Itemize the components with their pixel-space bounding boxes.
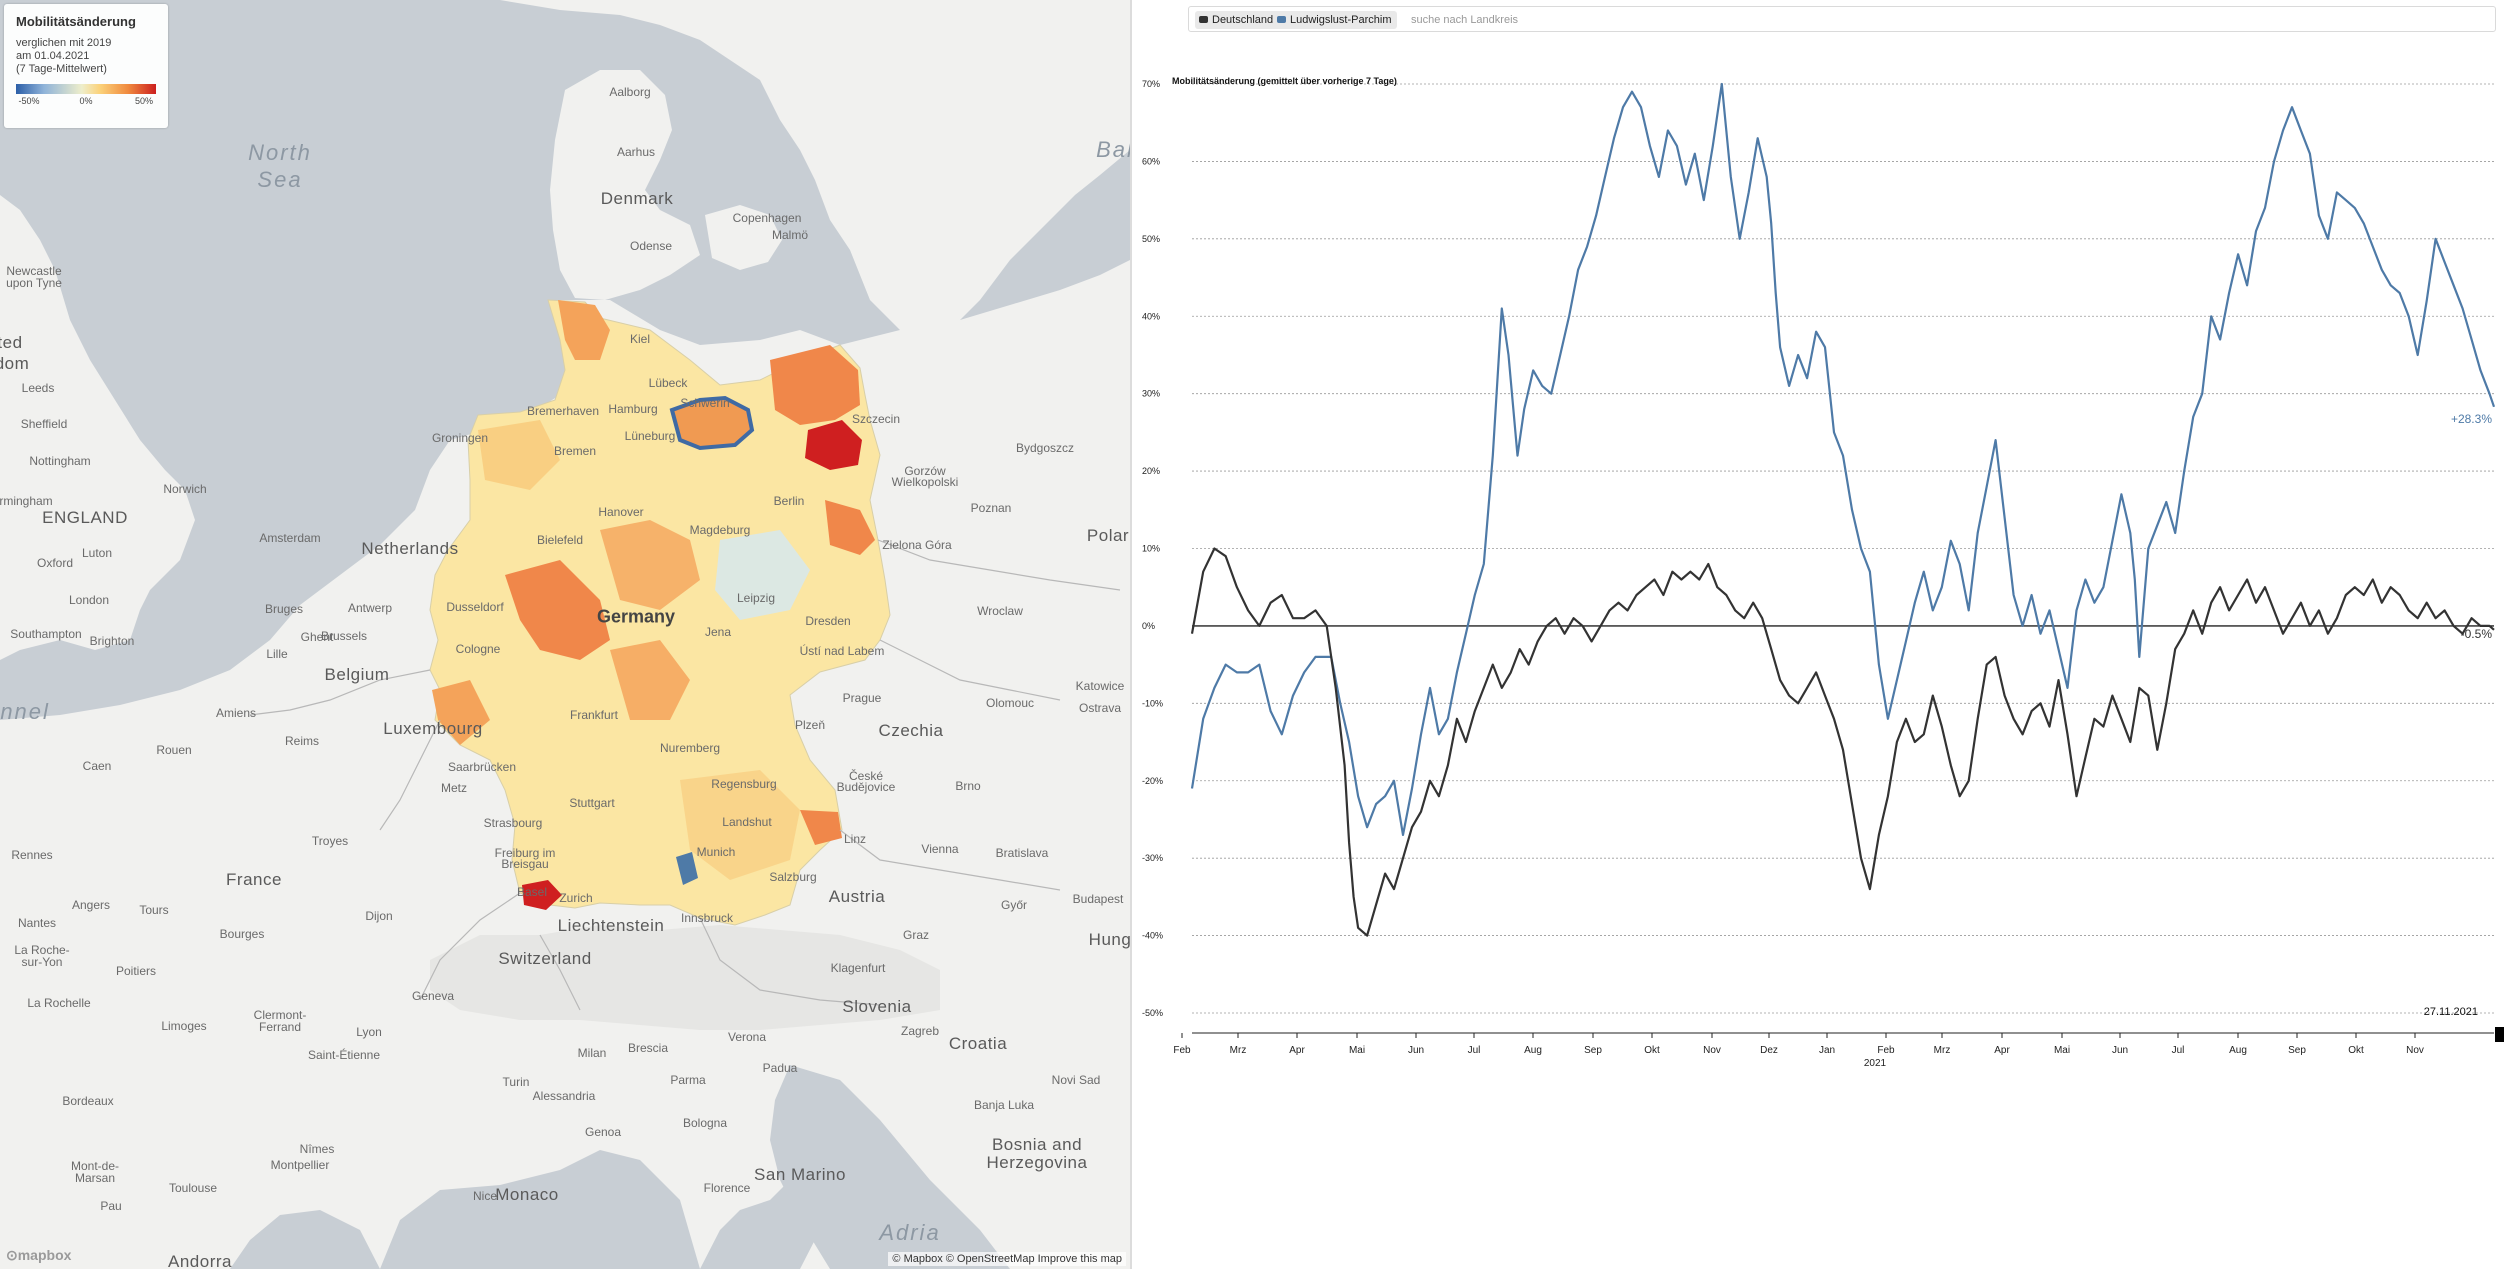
x-tick-label: Jun	[1408, 1045, 1424, 1056]
chip-label: Ludwigslust-Parchim	[1290, 14, 1392, 26]
region-center-south	[610, 640, 690, 720]
chart-series: +28.3% -0.5%	[1190, 82, 2496, 937]
landmass-denmark	[550, 70, 700, 300]
series-line-deutschland	[1190, 547, 2495, 937]
chip-deutschland[interactable]: Deutschland	[1195, 11, 1280, 29]
y-tick-label: -20%	[1142, 776, 1163, 786]
landkreis-search-input[interactable]	[1409, 10, 2013, 30]
chip-label: Deutschland	[1212, 14, 1274, 26]
y-tick-label: 40%	[1142, 311, 1160, 321]
region-blue-munich	[676, 852, 698, 885]
legend-color-scale	[16, 84, 156, 94]
x-tick-label: Apr	[1994, 1045, 2010, 1056]
x-year-label: 2021	[1864, 1058, 1887, 1069]
region-east-border	[800, 810, 842, 845]
x-tick-label: Nov	[2406, 1045, 2424, 1056]
chart-title: Mobilitätsänderung (gemittelt über vorhe…	[1172, 76, 1397, 86]
map-attribution[interactable]: © Mapbox © OpenStreetMap Improve this ma…	[888, 1252, 1126, 1266]
x-tick-label: Mrz	[1934, 1045, 1951, 1056]
x-tick-label: Aug	[2229, 1045, 2247, 1056]
x-tick-label: Mai	[2054, 1045, 2070, 1056]
germany-choropleth[interactable]	[429, 299, 891, 926]
region-west-orange	[505, 560, 610, 660]
legend-tick-max: 50%	[134, 96, 154, 106]
map-canvas[interactable]	[0, 0, 1130, 1269]
legend-ticks: -50% 0% 50%	[16, 94, 156, 108]
region-west-border	[432, 680, 490, 745]
legend-title: Mobilitätsänderung	[16, 14, 136, 29]
series-end-label-deutschland: -0.5%	[2461, 627, 2493, 641]
region-bavaria	[680, 770, 800, 880]
chart-panel: Deutschland Ludwigslust-Parchim 70% 60% 50…	[1130, 0, 2509, 1269]
region-light-east	[715, 530, 810, 620]
current-date-label: 27.11.2021	[2424, 1006, 2478, 1018]
y-tick-label: -10%	[1142, 698, 1163, 708]
landmass-scandinavia	[500, 0, 1130, 330]
x-tick-label: Jul	[2172, 1045, 2185, 1056]
region-red-east	[805, 420, 862, 470]
chip-color-icon	[1199, 15, 1208, 23]
x-tick-label: Apr	[1289, 1045, 1305, 1056]
region-red-southwest	[522, 880, 562, 910]
alps-relief	[430, 925, 940, 1030]
x-tick-label: Mrz	[1230, 1045, 1247, 1056]
chart-grid	[1192, 83, 2494, 1014]
date-slider-handle[interactable]	[2495, 1027, 2504, 1042]
x-tick-label: Okt	[1644, 1045, 1660, 1056]
chip-color-icon	[1277, 15, 1286, 23]
x-tick-label: Feb	[1173, 1045, 1191, 1056]
x-tick-label: Dez	[1760, 1045, 1778, 1056]
map-panel[interactable]: NorthSeaannelAdriaBalDenmarkNetherlandsB…	[0, 0, 1130, 1269]
legend-date: am 01.04.2021	[16, 50, 90, 62]
legend-average: (7 Tage-Mittelwert)	[16, 63, 107, 75]
x-tick-label: Sep	[2288, 1045, 2306, 1056]
x-tick-label: Sep	[1584, 1045, 1602, 1056]
mapbox-logo[interactable]: ⊙mapbox	[6, 1247, 72, 1263]
country-borders	[249, 539, 1121, 1011]
y-tick-label: 50%	[1142, 234, 1160, 244]
region-ludwigslust-parchim	[669, 395, 755, 451]
x-tick-label: Nov	[1703, 1045, 1721, 1056]
mobility-line-chart[interactable]: 70% 60% 50% 40% 30% 20% 10% 0% -10% -20% -30% -40% -…	[1132, 0, 2509, 1269]
landmass-zealand	[705, 205, 782, 270]
y-tick-label: -50%	[1142, 1008, 1163, 1018]
legend-tick-min: -50%	[18, 96, 40, 106]
legend-comparison: verglichen mit 2019	[16, 37, 112, 49]
x-tick-label: Jun	[2112, 1045, 2128, 1056]
y-tick-label: 10%	[1142, 544, 1160, 554]
series-line-ludwigslust-parchim	[1190, 82, 2496, 836]
y-tick-label: 0%	[1142, 621, 1155, 631]
region-north-orange	[558, 300, 610, 360]
chart-axes: 70% 60% 50% 40% 30% 20% 10% 0% -10% -20% -30% -40% -…	[1142, 79, 2494, 1069]
mediterranean-sea	[380, 1150, 700, 1269]
x-tick-label: Feb	[1877, 1045, 1895, 1056]
x-tick-label: Okt	[2348, 1045, 2364, 1056]
y-tick-label: -40%	[1142, 931, 1163, 941]
x-tick-label: Aug	[1524, 1045, 1542, 1056]
region-east-middle	[825, 500, 875, 555]
region-south	[560, 760, 650, 850]
series-end-label-ludwigslust-parchim: +28.3%	[2451, 412, 2492, 426]
x-tick-label: Mai	[1349, 1045, 1365, 1056]
y-tick-label: 30%	[1142, 389, 1160, 399]
landmass-britain	[0, 195, 195, 660]
map-legend: Mobilitätsänderung verglichen mit 2019 a…	[4, 4, 168, 128]
adriatic-sea	[770, 1065, 1010, 1269]
x-tick-label: Jan	[1819, 1045, 1835, 1056]
region-nw	[478, 420, 560, 490]
chip-ludwigslust-parchim[interactable]: Ludwigslust-Parchim	[1273, 11, 1398, 29]
y-tick-label: -30%	[1142, 853, 1163, 863]
legend-tick-mid: 0%	[79, 96, 93, 106]
y-tick-label: 20%	[1142, 466, 1160, 476]
region-center-orange	[600, 520, 700, 610]
x-tick-label: Jul	[1468, 1045, 1481, 1056]
y-tick-label: 70%	[1142, 79, 1160, 89]
y-tick-label: 60%	[1142, 156, 1160, 166]
region-east-orange	[770, 345, 860, 425]
landkreis-search-bar[interactable]: Deutschland Ludwigslust-Parchim	[1188, 6, 2496, 32]
